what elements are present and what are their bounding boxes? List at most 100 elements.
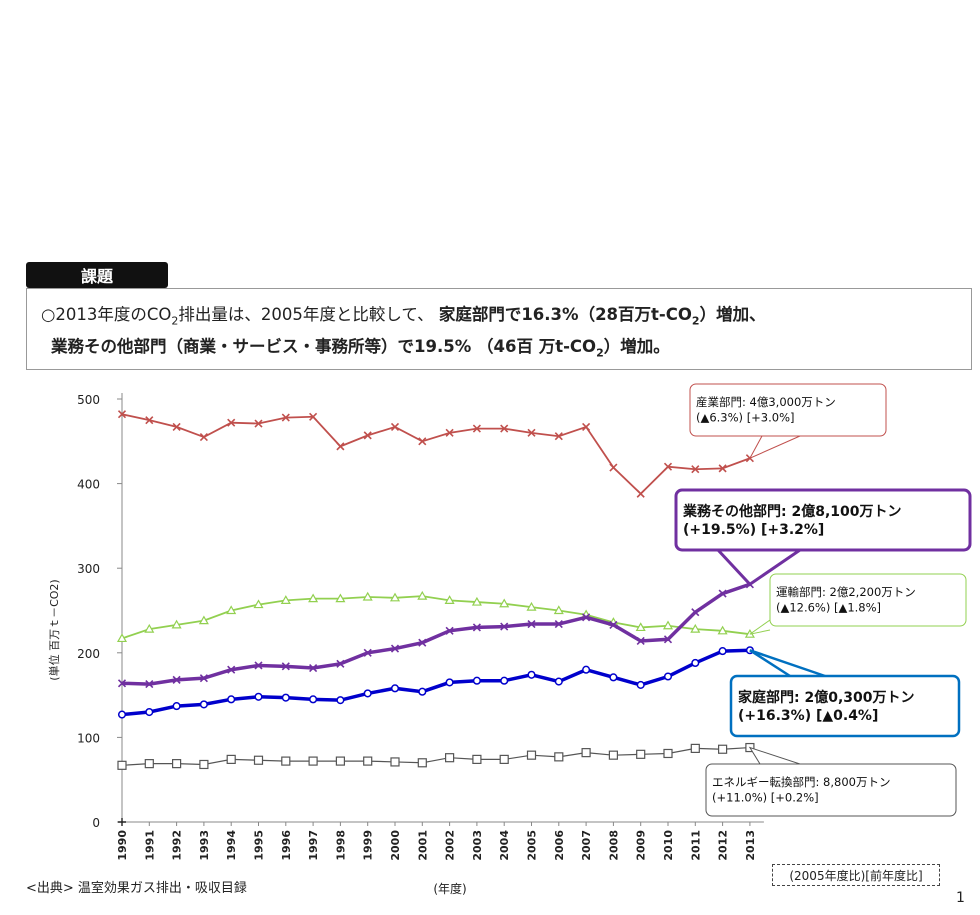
data-point-business xyxy=(472,623,481,632)
issue-line-2: 業務その他部門（商業・サービス・事務所等）で19.5% （46百 万t-CO2）… xyxy=(51,337,670,360)
data-point-industry xyxy=(309,412,318,421)
data-point-energy xyxy=(363,756,373,766)
x-tick-label: 2006 xyxy=(553,830,566,861)
callout-pointer-industry xyxy=(748,435,801,460)
x-tick-label: 1998 xyxy=(334,830,347,861)
callout-box-transport xyxy=(769,573,967,627)
x-tick-label: 2010 xyxy=(662,830,675,861)
callout-box-business xyxy=(674,488,972,552)
x-tick-label: 2007 xyxy=(580,830,593,861)
data-point-household xyxy=(390,684,400,693)
callout-pointer-business xyxy=(716,548,801,587)
x-tick-label: 2003 xyxy=(471,830,484,861)
data-point-household xyxy=(554,677,563,686)
data-point-business xyxy=(418,638,427,647)
callout-title-household: 家庭部門: 2億0,300万トン xyxy=(738,689,915,706)
data-point-household xyxy=(172,702,181,711)
data-point-business xyxy=(336,659,345,668)
data-point-transport xyxy=(116,633,128,643)
issue-tab-label: 課題 xyxy=(26,262,168,288)
data-point-energy xyxy=(717,744,728,754)
x-tick-label: 1997 xyxy=(307,830,320,861)
callout-pointer-transport xyxy=(749,619,771,635)
data-point-energy xyxy=(335,756,345,766)
data-point-transport xyxy=(417,590,428,600)
y-tick-label: 0 xyxy=(92,816,100,830)
data-point-energy xyxy=(117,760,127,770)
data-point-transport xyxy=(144,623,155,633)
data-point-energy xyxy=(663,748,673,759)
callout-box-industry xyxy=(689,383,887,437)
data-point-energy xyxy=(472,754,482,764)
data-point-transport xyxy=(690,623,701,633)
y-tick-label: 400 xyxy=(77,478,100,492)
data-point-transport xyxy=(499,598,510,608)
callout-pointer-energy xyxy=(748,746,801,765)
data-point-industry xyxy=(691,465,700,474)
data-point-business xyxy=(609,620,618,629)
data-point-business xyxy=(500,622,509,631)
data-point-household xyxy=(199,700,208,709)
data-point-industry xyxy=(227,418,236,427)
data-point-household xyxy=(582,665,591,674)
origin-marker xyxy=(118,818,126,826)
data-point-industry xyxy=(718,464,727,473)
data-point-business xyxy=(172,675,181,684)
data-point-industry xyxy=(363,431,372,440)
x-tick-label: 1999 xyxy=(362,830,375,861)
data-point-household xyxy=(609,673,618,682)
data-point-household xyxy=(418,687,427,696)
data-point-household xyxy=(445,678,454,687)
data-point-business xyxy=(145,680,154,689)
data-point-energy xyxy=(636,749,646,759)
comparison-legend-note: (2005年度比)[前年度比] xyxy=(772,864,940,886)
data-point-household xyxy=(663,672,673,681)
data-point-business xyxy=(281,662,290,671)
data-point-business xyxy=(663,635,673,644)
data-point-industry xyxy=(500,424,509,433)
data-point-industry xyxy=(281,413,290,422)
data-point-energy xyxy=(226,754,236,764)
data-point-energy xyxy=(526,750,537,760)
x-tick-label: 2000 xyxy=(389,830,402,861)
data-point-industry xyxy=(663,462,673,471)
data-point-industry xyxy=(145,416,154,425)
y-tick-label: 300 xyxy=(77,562,100,576)
data-point-industry xyxy=(254,419,263,428)
series-line-transport xyxy=(121,595,751,640)
data-point-industry xyxy=(472,424,481,433)
y-tick-label: 100 xyxy=(77,731,100,745)
data-point-household xyxy=(309,695,318,704)
data-point-household xyxy=(636,680,645,689)
data-point-industry xyxy=(445,428,454,437)
data-point-transport xyxy=(335,593,346,603)
data-point-energy xyxy=(199,759,209,770)
callout-title-transport: 運輸部門: 2億2,200万トン xyxy=(776,585,916,599)
x-tick-label: 2004 xyxy=(498,830,511,861)
callout-change-industry: (▲6.3%) [+3.0%] xyxy=(696,411,795,425)
series-line-household xyxy=(121,648,750,717)
data-point-energy xyxy=(608,750,619,760)
data-point-household xyxy=(281,693,290,702)
data-point-household xyxy=(254,692,263,701)
x-tick-label: 2009 xyxy=(635,830,648,861)
data-point-industry xyxy=(418,437,427,446)
x-tick-label: 2012 xyxy=(717,830,730,861)
data-point-transport xyxy=(389,592,401,602)
data-point-energy xyxy=(690,743,700,753)
callout-change-energy: (+11.0%) [+0.2%] xyxy=(712,791,819,805)
data-point-household xyxy=(336,696,345,705)
data-point-transport xyxy=(444,595,455,604)
callout-change-transport: (▲12.6%) [▲1.8%] xyxy=(776,601,881,615)
data-point-industry xyxy=(117,410,127,419)
x-tick-label: 2008 xyxy=(607,830,620,861)
data-point-transport xyxy=(526,601,537,611)
issue-line-1: ○2013年度のCO2排出量は、2005年度と比較して、 家庭部門で16.3%（… xyxy=(41,305,766,328)
data-point-industry xyxy=(582,422,591,431)
source-note: <出典> 温室効果ガス排出・吸収目録 xyxy=(26,881,247,896)
data-point-energy xyxy=(144,759,154,769)
data-point-business xyxy=(309,663,318,673)
data-point-business xyxy=(582,613,591,622)
data-point-energy xyxy=(253,755,264,765)
